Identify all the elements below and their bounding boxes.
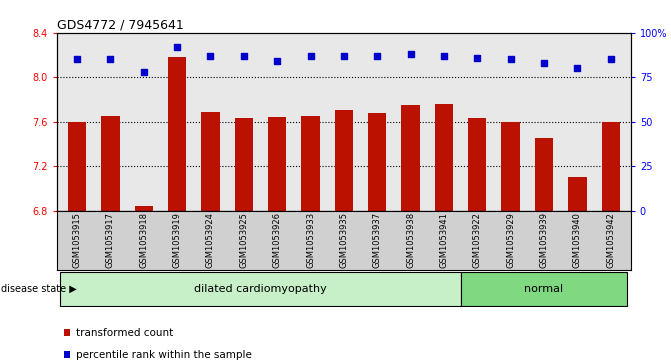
Text: GSM1053926: GSM1053926 bbox=[272, 212, 282, 268]
Text: GSM1053935: GSM1053935 bbox=[340, 212, 348, 268]
Bar bbox=[101, 116, 119, 211]
Point bbox=[105, 56, 116, 62]
Text: transformed count: transformed count bbox=[76, 328, 173, 338]
Point bbox=[172, 44, 183, 50]
Bar bbox=[60, 272, 460, 306]
Text: GSM1053919: GSM1053919 bbox=[172, 212, 182, 268]
Bar bbox=[301, 116, 319, 211]
Point bbox=[472, 55, 482, 61]
Text: GSM1053939: GSM1053939 bbox=[539, 212, 548, 268]
Text: GSM1053941: GSM1053941 bbox=[440, 212, 448, 268]
Point bbox=[572, 65, 582, 71]
Text: GSM1053922: GSM1053922 bbox=[473, 212, 482, 268]
Point bbox=[372, 53, 382, 59]
Point bbox=[138, 69, 149, 75]
Bar bbox=[535, 138, 553, 211]
Text: GSM1053924: GSM1053924 bbox=[206, 212, 215, 268]
Text: GSM1053917: GSM1053917 bbox=[106, 212, 115, 268]
Text: percentile rank within the sample: percentile rank within the sample bbox=[76, 350, 252, 359]
Point bbox=[238, 53, 249, 59]
Text: GSM1053915: GSM1053915 bbox=[72, 212, 82, 268]
Bar bbox=[501, 122, 520, 211]
Bar bbox=[435, 104, 453, 211]
Bar bbox=[168, 57, 187, 211]
Text: normal: normal bbox=[525, 284, 564, 294]
Point bbox=[205, 53, 216, 59]
Bar bbox=[468, 118, 486, 211]
Point bbox=[539, 60, 550, 66]
Bar bbox=[568, 177, 586, 211]
Text: GSM1053937: GSM1053937 bbox=[373, 212, 382, 269]
Text: GDS4772 / 7945641: GDS4772 / 7945641 bbox=[57, 19, 184, 32]
Point bbox=[605, 56, 616, 62]
Point bbox=[72, 56, 83, 62]
Bar bbox=[268, 117, 287, 211]
Text: dilated cardiomyopathy: dilated cardiomyopathy bbox=[194, 284, 327, 294]
Text: GSM1053925: GSM1053925 bbox=[240, 212, 248, 268]
Text: GSM1053938: GSM1053938 bbox=[406, 212, 415, 269]
Bar bbox=[201, 111, 219, 211]
Bar bbox=[235, 118, 253, 211]
Text: GSM1053918: GSM1053918 bbox=[140, 212, 148, 268]
Point bbox=[338, 53, 349, 59]
Point bbox=[505, 56, 516, 62]
Point bbox=[305, 53, 316, 59]
Text: GSM1053942: GSM1053942 bbox=[606, 212, 615, 268]
Bar bbox=[401, 105, 420, 211]
Text: GSM1053940: GSM1053940 bbox=[573, 212, 582, 268]
Point bbox=[439, 53, 450, 59]
Text: GSM1053933: GSM1053933 bbox=[306, 212, 315, 269]
Bar bbox=[68, 122, 86, 211]
Bar bbox=[602, 122, 620, 211]
Text: disease state ▶: disease state ▶ bbox=[1, 284, 77, 294]
Point bbox=[405, 51, 416, 57]
Bar bbox=[335, 110, 353, 211]
Point bbox=[272, 58, 282, 64]
Text: GSM1053929: GSM1053929 bbox=[506, 212, 515, 268]
Bar bbox=[135, 206, 153, 211]
Bar bbox=[368, 113, 386, 211]
Bar bbox=[460, 272, 627, 306]
